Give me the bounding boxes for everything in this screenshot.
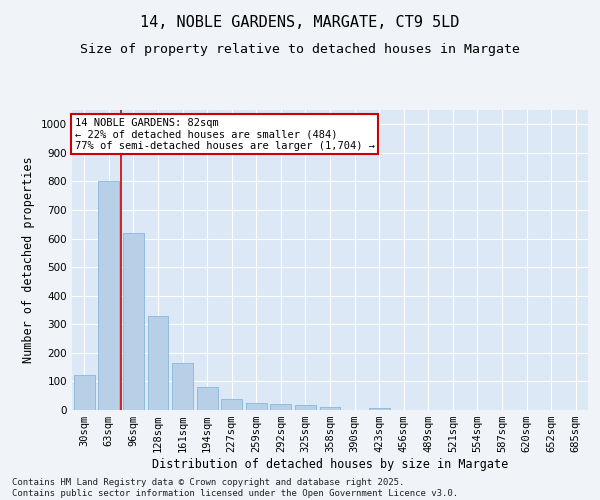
Bar	[123, 233, 144, 410]
Bar	[172, 363, 193, 410]
Text: 14, NOBLE GARDENS, MARGATE, CT9 5LD: 14, NOBLE GARDENS, MARGATE, CT9 5LD	[140, 15, 460, 30]
Bar	[197, 387, 218, 410]
Bar	[98, 182, 119, 410]
Text: Size of property relative to detached houses in Margate: Size of property relative to detached ho…	[80, 42, 520, 56]
Bar	[221, 399, 242, 410]
X-axis label: Distribution of detached houses by size in Margate: Distribution of detached houses by size …	[152, 458, 508, 471]
Bar	[74, 375, 95, 410]
Text: Contains HM Land Registry data © Crown copyright and database right 2025.
Contai: Contains HM Land Registry data © Crown c…	[12, 478, 458, 498]
Text: 14 NOBLE GARDENS: 82sqm
← 22% of detached houses are smaller (484)
77% of semi-d: 14 NOBLE GARDENS: 82sqm ← 22% of detache…	[74, 118, 374, 150]
Bar	[148, 316, 169, 410]
Y-axis label: Number of detached properties: Number of detached properties	[22, 156, 35, 364]
Bar	[320, 406, 340, 410]
Bar	[271, 404, 292, 410]
Bar	[246, 403, 267, 410]
Bar	[295, 406, 316, 410]
Bar	[368, 408, 389, 410]
